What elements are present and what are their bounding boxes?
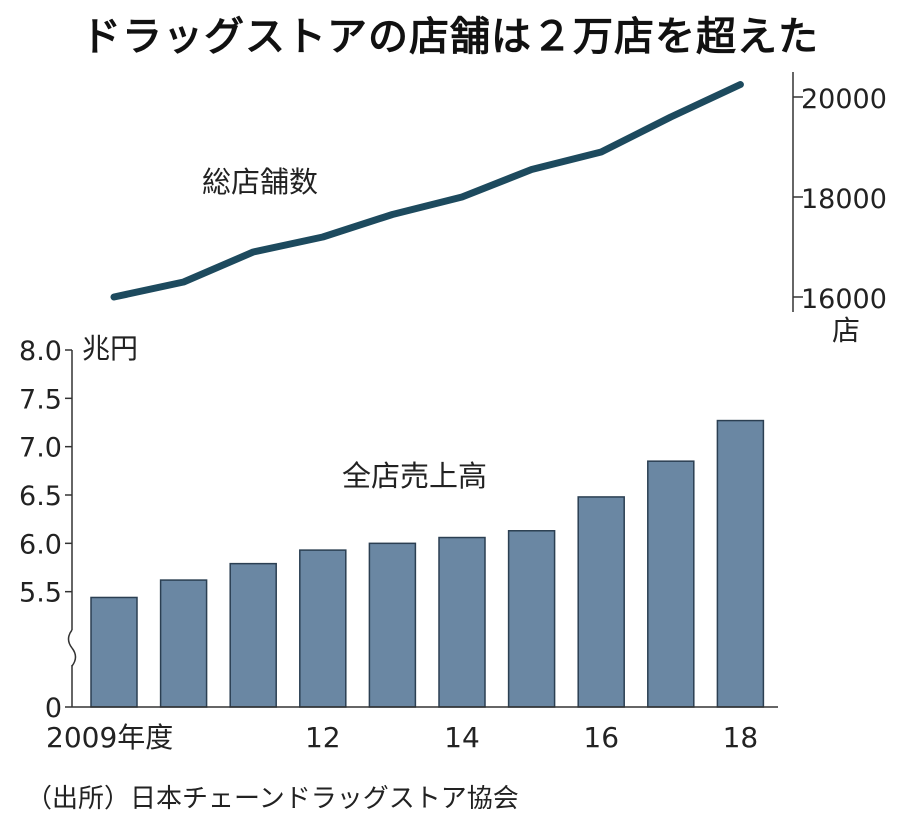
store-count-line-chart: 16000 18000 20000 店 総店舗数	[110, 72, 887, 347]
sales-x-tick-label: 14	[444, 721, 480, 754]
store-axis-tick-label: 16000	[801, 284, 887, 315]
sales-axis-tick-label: 5.5	[19, 578, 62, 609]
sales-bar	[299, 549, 347, 708]
sales-axis-tick-label: 6.5	[19, 481, 62, 512]
sales-axis-tick-label: 6.0	[19, 529, 62, 560]
chart-title: ドラッグストアの店舗は２万店を超えた	[81, 14, 819, 60]
sales-bar	[716, 419, 765, 708]
sales-axis-tick-label: 8.0	[19, 336, 62, 367]
sales-axis-tick-label: 7.5	[19, 384, 62, 415]
sales-series-label: 全店売上高	[342, 459, 487, 493]
sales-axis-unit: 兆円	[82, 332, 138, 365]
axis-break-mark	[71, 647, 77, 667]
store-count-series-label: 総店舗数	[202, 165, 318, 199]
source-note: （出所）日本チェーンドラッグストア協会	[26, 784, 519, 814]
sales-bar	[438, 536, 486, 708]
store-count-line	[110, 81, 744, 301]
sales-bar	[368, 542, 417, 708]
sales-x-tick-label: 18	[723, 721, 759, 754]
store-axis-tick-label: 20000	[801, 84, 887, 115]
store-axis-unit: 店	[832, 314, 860, 347]
sales-bar	[507, 530, 556, 708]
sales-x-tick-label: 2009年度	[46, 721, 173, 754]
sales-x-tick-label: 12	[305, 721, 341, 754]
sales-axis-tick-label: 7.0	[19, 433, 62, 464]
store-axis-tick-label: 18000	[801, 184, 887, 215]
axis-break-mark	[67, 629, 73, 649]
sales-bar	[159, 579, 208, 708]
sales-x-tick-label: 16	[583, 721, 619, 754]
sales-bar	[647, 460, 695, 708]
sales-axis-zero-label: 0	[45, 693, 62, 724]
sales-bar	[577, 496, 625, 708]
sales-bar	[229, 562, 277, 708]
sales-bar	[90, 596, 138, 708]
